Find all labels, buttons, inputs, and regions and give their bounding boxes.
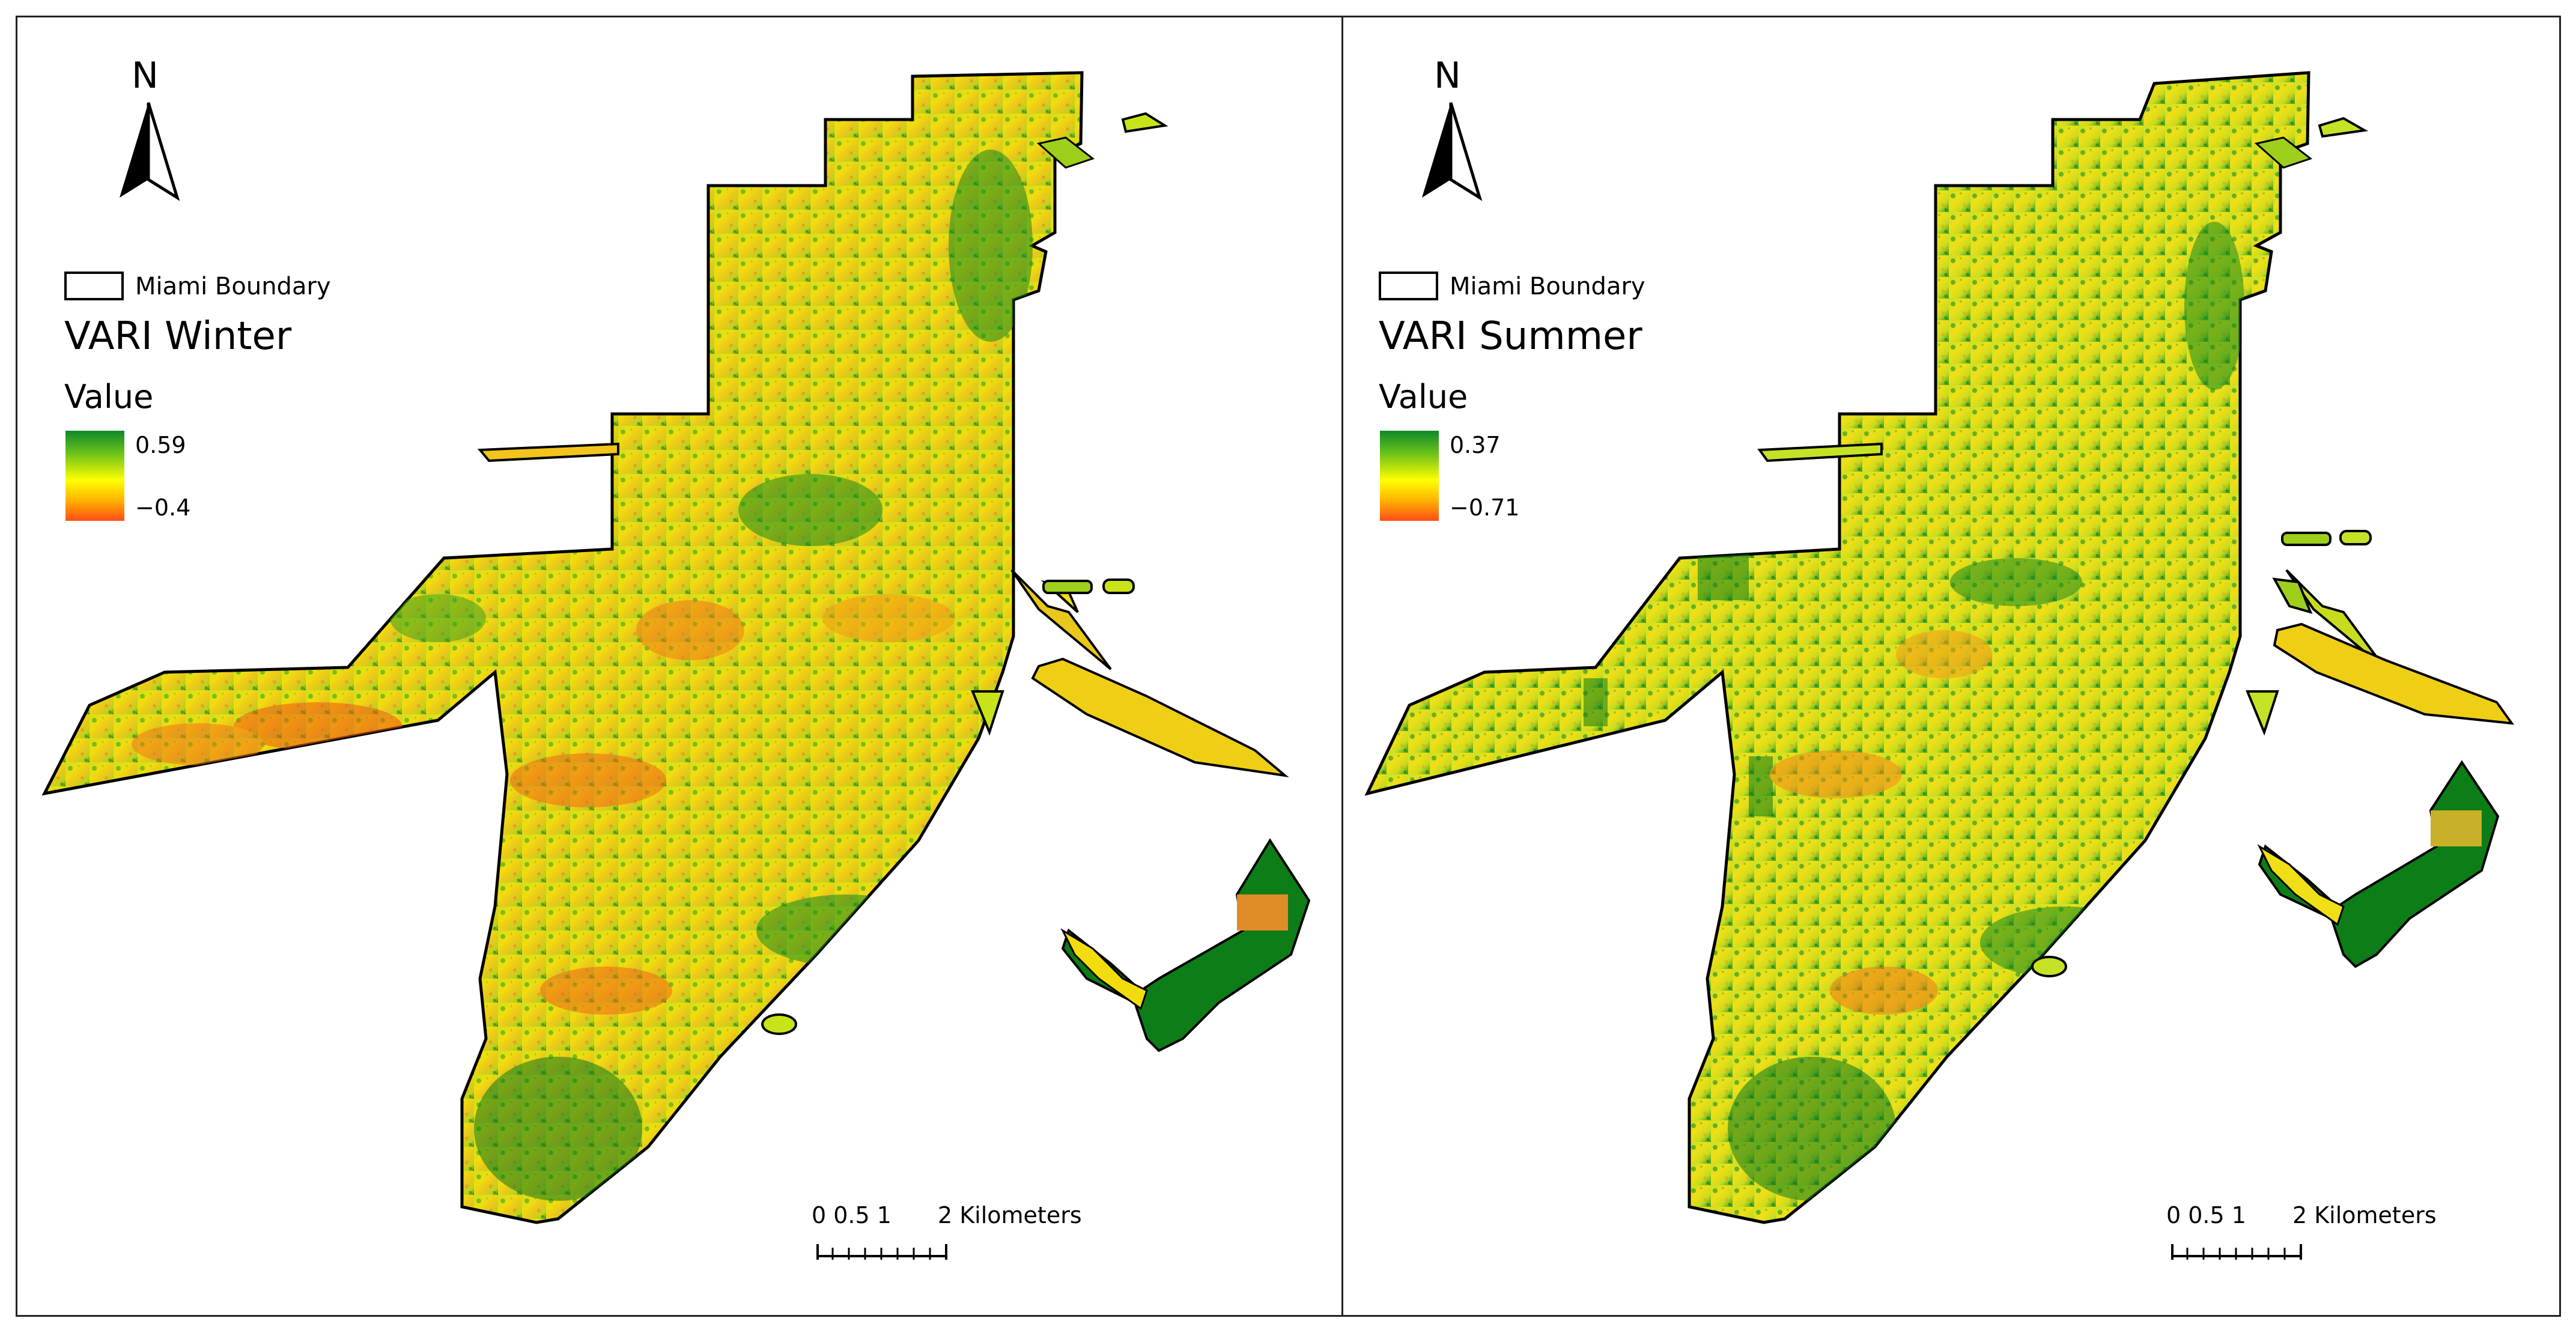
scale-bar-labels: 0 0.5 1 [2166, 1202, 2246, 1228]
scale-bar-units: 2 Kilometers [938, 1202, 1082, 1228]
ramp-max-label: 0.37 [1450, 432, 1501, 458]
north-arrow-icon [120, 102, 180, 201]
vari-winter-map [41, 71, 1311, 1224]
scale-bar [2171, 1244, 2302, 1260]
north-label: N [132, 55, 159, 97]
miami-boundary-summer [1364, 71, 2515, 1224]
scale-bar-labels: 0 0.5 1 [812, 1202, 892, 1228]
map-panel-summer: N Miami Boundary VARI Summer Value 0.37 … [1341, 16, 2561, 1317]
boundary-legend-label: Miami Boundary [135, 273, 331, 300]
map-panel-winter: N Miami Boundary VARI Winter Value 0.59 … [16, 16, 1343, 1317]
ramp-max-label: 0.59 [135, 432, 186, 458]
value-heading: Value [64, 378, 154, 416]
ramp-min-label: −0.4 [135, 494, 191, 521]
boundary-legend-swatch [1379, 272, 1438, 300]
north-label: N [1434, 55, 1461, 97]
layer-title: VARI Summer [1379, 314, 1642, 359]
boundary-legend-label: Miami Boundary [1450, 273, 1645, 300]
value-heading: Value [1379, 378, 1468, 416]
north-arrow-icon [1422, 102, 1483, 201]
color-ramp [1380, 431, 1439, 521]
boundary-legend-swatch [64, 272, 124, 300]
scale-bar [816, 1244, 947, 1260]
scale-bar-units: 2 Kilometers [2292, 1202, 2437, 1228]
miami-boundary-winter [41, 71, 1311, 1224]
layer-title: VARI Winter [64, 314, 292, 359]
vari-summer-map [1364, 71, 2515, 1224]
color-ramp [65, 431, 124, 521]
ramp-min-label: −0.71 [1450, 494, 1520, 521]
